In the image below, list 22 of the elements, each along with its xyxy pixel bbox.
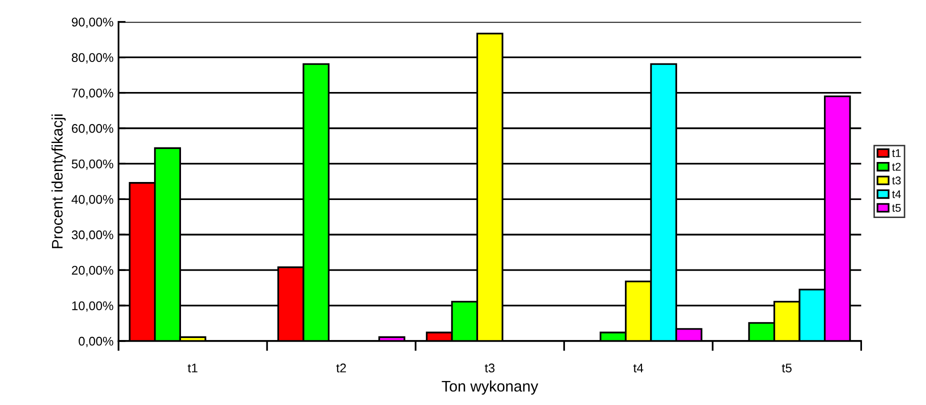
y-tick-label: 20,00% bbox=[72, 266, 114, 276]
y-tick-label: 90,00% bbox=[72, 18, 114, 28]
y-tick-label: 70,00% bbox=[72, 88, 114, 99]
y-tick-label: 80,00% bbox=[72, 53, 114, 64]
legend-label: t3 bbox=[892, 176, 901, 184]
x-tick-label: t3 bbox=[484, 364, 495, 372]
legend-label: t5 bbox=[892, 204, 901, 212]
legend-label: t4 bbox=[892, 190, 901, 198]
legend-label: t2 bbox=[892, 162, 901, 171]
y-axis-title: Procent identyfikacji bbox=[51, 114, 66, 248]
x-axis-title: Ton wykonany bbox=[442, 380, 538, 395]
y-tick-label: 40,00% bbox=[72, 194, 114, 206]
x-tick-label: t5 bbox=[782, 364, 792, 372]
legend-label: t1 bbox=[892, 149, 901, 158]
y-tick-label: 60,00% bbox=[72, 124, 114, 134]
y-tick-label: 30,00% bbox=[72, 230, 114, 241]
y-tick-label: 0,00% bbox=[78, 336, 114, 348]
x-tick-label: t1 bbox=[188, 364, 198, 372]
y-tick-label: 10,00% bbox=[72, 301, 114, 312]
x-tick-label: t2 bbox=[336, 364, 346, 372]
y-tick-label: 50,00% bbox=[72, 160, 114, 170]
x-tick-label: t4 bbox=[633, 364, 644, 372]
